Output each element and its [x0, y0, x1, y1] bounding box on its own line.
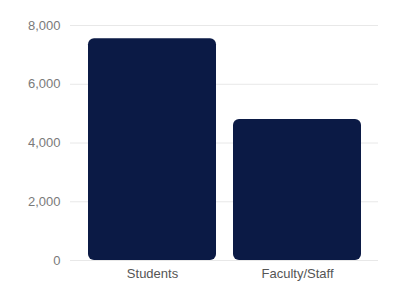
svg-text:Students: Students: [127, 266, 179, 281]
svg-text:2,000: 2,000: [28, 194, 61, 209]
svg-text:4,000: 4,000: [28, 135, 61, 150]
svg-text:0: 0: [53, 253, 60, 268]
svg-text:Faculty/Staff: Faculty/Staff: [261, 266, 333, 281]
svg-text:8,000: 8,000: [28, 18, 61, 33]
svg-text:6,000: 6,000: [28, 76, 61, 91]
